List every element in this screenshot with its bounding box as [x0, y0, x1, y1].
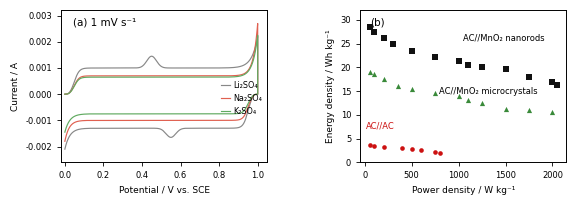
Point — [398, 146, 407, 150]
Point — [431, 92, 440, 95]
Line: Li₂SO₄: Li₂SO₄ — [65, 37, 258, 149]
K₂SO₄ — [62, 93, 69, 95]
Point — [478, 101, 487, 105]
Point — [365, 144, 374, 147]
K₂SO₄ — [62, 131, 69, 133]
Point — [407, 49, 417, 52]
Na₂SO₄ — [81, 75, 88, 77]
Point — [407, 147, 417, 151]
Point — [431, 150, 440, 154]
Point — [379, 78, 388, 81]
Point — [365, 71, 374, 74]
Point — [478, 66, 487, 69]
Point — [379, 36, 388, 40]
Point — [370, 30, 379, 33]
Text: AC//MnO₂ microcrystals: AC//MnO₂ microcrystals — [439, 87, 537, 96]
Li₂SO₄ — [73, 129, 80, 131]
Point — [365, 25, 374, 29]
Point — [379, 145, 388, 148]
Point — [393, 85, 402, 88]
Point — [501, 107, 510, 111]
Li₂SO₄ — [73, 129, 80, 132]
Li₂SO₄ — [81, 67, 88, 70]
Na₂SO₄ — [62, 140, 69, 142]
Point — [417, 149, 426, 152]
Point — [435, 151, 444, 154]
Li₂SO₄ — [254, 35, 261, 38]
Point — [454, 94, 463, 98]
Na₂SO₄ — [239, 73, 246, 76]
Point — [407, 87, 417, 90]
X-axis label: Power density / W kg⁻¹: Power density / W kg⁻¹ — [411, 186, 515, 195]
Point — [454, 59, 463, 63]
Line: Na₂SO₄: Na₂SO₄ — [65, 24, 258, 141]
Li₂SO₄ — [143, 127, 150, 129]
Point — [370, 73, 379, 76]
Y-axis label: Energy density / Wh kg⁻¹: Energy density / Wh kg⁻¹ — [326, 30, 335, 143]
Na₂SO₄ — [73, 121, 80, 123]
Text: (a) 1 mV s⁻¹: (a) 1 mV s⁻¹ — [73, 18, 137, 28]
K₂SO₄ — [254, 34, 261, 37]
Line: K₂SO₄: K₂SO₄ — [65, 35, 258, 132]
K₂SO₄ — [81, 76, 88, 79]
Na₂SO₄ — [249, 59, 256, 62]
Text: AC//MnO₂ nanorods: AC//MnO₂ nanorods — [463, 34, 545, 43]
Na₂SO₄ — [73, 121, 80, 123]
Li₂SO₄ — [62, 148, 69, 150]
Legend: Li₂SO₄, Na₂SO₄, K₂SO₄: Li₂SO₄, Na₂SO₄, K₂SO₄ — [217, 78, 266, 119]
K₂SO₄ — [143, 113, 150, 115]
Point — [501, 67, 510, 71]
Point — [464, 63, 473, 67]
Point — [431, 55, 440, 59]
Point — [388, 42, 397, 45]
Point — [524, 75, 533, 78]
Point — [548, 80, 557, 83]
Point — [370, 144, 379, 147]
Point — [464, 98, 473, 101]
X-axis label: Potential / V vs. SCE: Potential / V vs. SCE — [119, 186, 210, 195]
Y-axis label: Current / A: Current / A — [11, 62, 20, 111]
K₂SO₄ — [249, 62, 256, 64]
Li₂SO₄ — [62, 93, 69, 95]
Na₂SO₄ — [62, 93, 69, 95]
Text: (b): (b) — [371, 18, 385, 28]
Li₂SO₄ — [249, 54, 256, 57]
K₂SO₄ — [239, 74, 246, 77]
Point — [524, 108, 533, 112]
Na₂SO₄ — [143, 119, 150, 122]
Point — [548, 111, 557, 114]
Li₂SO₄ — [239, 64, 246, 67]
Text: AC//AC: AC//AC — [367, 122, 395, 131]
K₂SO₄ — [73, 114, 80, 117]
Na₂SO₄ — [254, 22, 261, 25]
K₂SO₄ — [73, 114, 80, 117]
Point — [553, 84, 562, 87]
